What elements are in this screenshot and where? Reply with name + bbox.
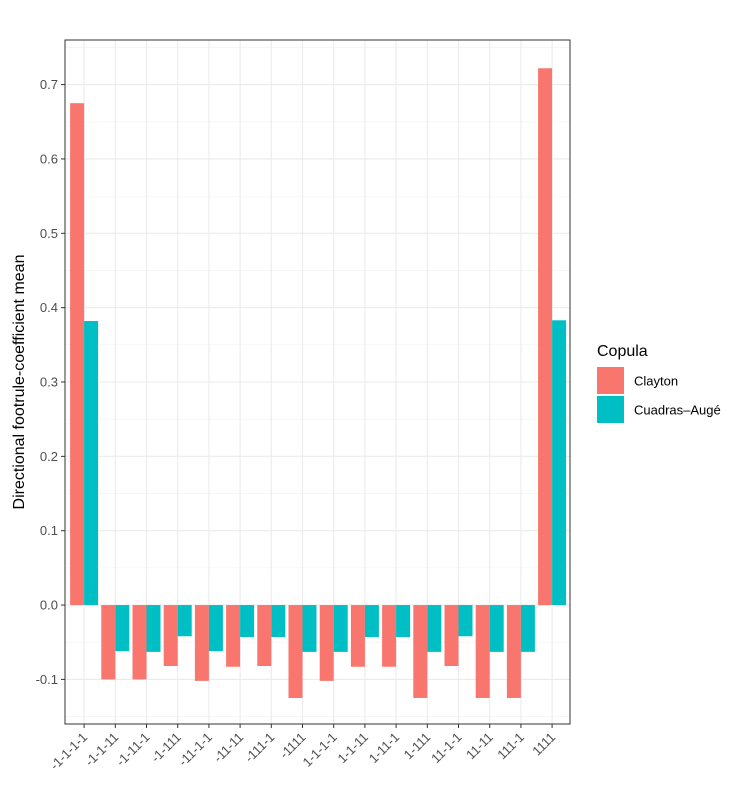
bar-cuadras-aug-0 (84, 321, 99, 606)
bar-clayton-10 (382, 605, 397, 667)
bar-clayton-15 (538, 68, 553, 606)
bar-clayton-14 (506, 605, 521, 698)
bar-clayton-3 (163, 605, 178, 667)
x-tick-label: 1-11-1 (366, 730, 403, 767)
x-axis: -1-1-1-1-1-1-11-1-11-1-1-111-11-1-1-11-1… (47, 724, 558, 773)
bar-clayton-7 (288, 605, 303, 698)
bar-cuadras-aug-14 (520, 605, 535, 652)
x-tick-label: -11-1-1 (175, 730, 215, 770)
x-tick-label: 1-111 (401, 730, 434, 763)
bar-clayton-1 (101, 605, 116, 680)
x-tick-label: 11-11 (463, 730, 496, 763)
y-tick-label: 0.6 (40, 151, 58, 166)
bar-cuadras-aug-9 (364, 605, 379, 638)
x-tick-label: -111-1 (242, 730, 278, 766)
bar-clayton-12 (444, 605, 459, 667)
legend-key-clayton (597, 367, 624, 394)
grid-minor (65, 47, 570, 717)
x-tick-label: -1-11-1 (113, 730, 153, 770)
y-tick-label: 0.7 (40, 77, 58, 92)
bars (70, 68, 567, 698)
bar-cuadras-aug-15 (552, 320, 567, 606)
bar-cuadras-aug-11 (427, 605, 442, 652)
x-tick-label: 1111 (529, 730, 558, 759)
y-axis-title: Directional footrule-coefficient mean (11, 255, 28, 510)
bar-clayton-5 (226, 605, 241, 667)
bar-cuadras-aug-2 (146, 605, 161, 652)
x-tick-label: -11-11 (210, 730, 246, 766)
legend-label-clayton: Clayton (634, 374, 678, 389)
legend-key-cuadras-aug (597, 396, 624, 423)
bar-cuadras-aug-8 (333, 605, 348, 652)
legend: Copula Clayton Cuadras–Augé (597, 343, 721, 423)
y-tick-label: 0.5 (40, 226, 58, 241)
y-tick-label: -0.1 (36, 672, 58, 687)
bar-clayton-0 (70, 103, 85, 606)
bar-clayton-8 (319, 605, 334, 681)
x-tick-label: 11-1-1 (428, 730, 465, 767)
bar-clayton-6 (257, 605, 272, 667)
bar-cuadras-aug-13 (489, 605, 504, 652)
bar-cuadras-aug-10 (396, 605, 411, 638)
x-tick-label: -1-1-11 (82, 730, 122, 770)
y-axis: -0.1 0.0 0.1 0.2 0.3 0.4 0.5 0.6 0.7 (36, 77, 65, 687)
bar-clayton-4 (194, 605, 209, 681)
bar-cuadras-aug-1 (115, 605, 130, 652)
x-tick-label: 1-1-1-1 (300, 730, 340, 770)
legend-title: Copula (597, 343, 648, 360)
bar-clayton-9 (350, 605, 365, 667)
x-tick-label: 1-1-11 (335, 730, 372, 767)
bar-cuadras-aug-5 (240, 605, 255, 638)
bar-cuadras-aug-6 (271, 605, 286, 638)
bar-cuadras-aug-7 (302, 605, 317, 652)
legend-label-cuadras-aug: Cuadras–Augé (634, 403, 721, 418)
bar-cuadras-aug-12 (458, 605, 473, 637)
y-tick-label: 0.2 (40, 449, 58, 464)
x-tick-label: 111-1 (494, 730, 527, 763)
bar-clayton-11 (413, 605, 428, 698)
bar-clayton-2 (132, 605, 147, 680)
bar-cuadras-aug-4 (208, 605, 223, 652)
x-tick-label: -1-1-1-1 (47, 730, 90, 773)
y-tick-label: 0.0 (40, 598, 58, 613)
y-tick-label: 0.1 (40, 523, 58, 538)
y-tick-label: 0.3 (40, 375, 58, 390)
y-tick-label: 0.4 (40, 300, 58, 315)
bar-clayton-13 (475, 605, 490, 698)
bar-cuadras-aug-3 (177, 605, 192, 637)
